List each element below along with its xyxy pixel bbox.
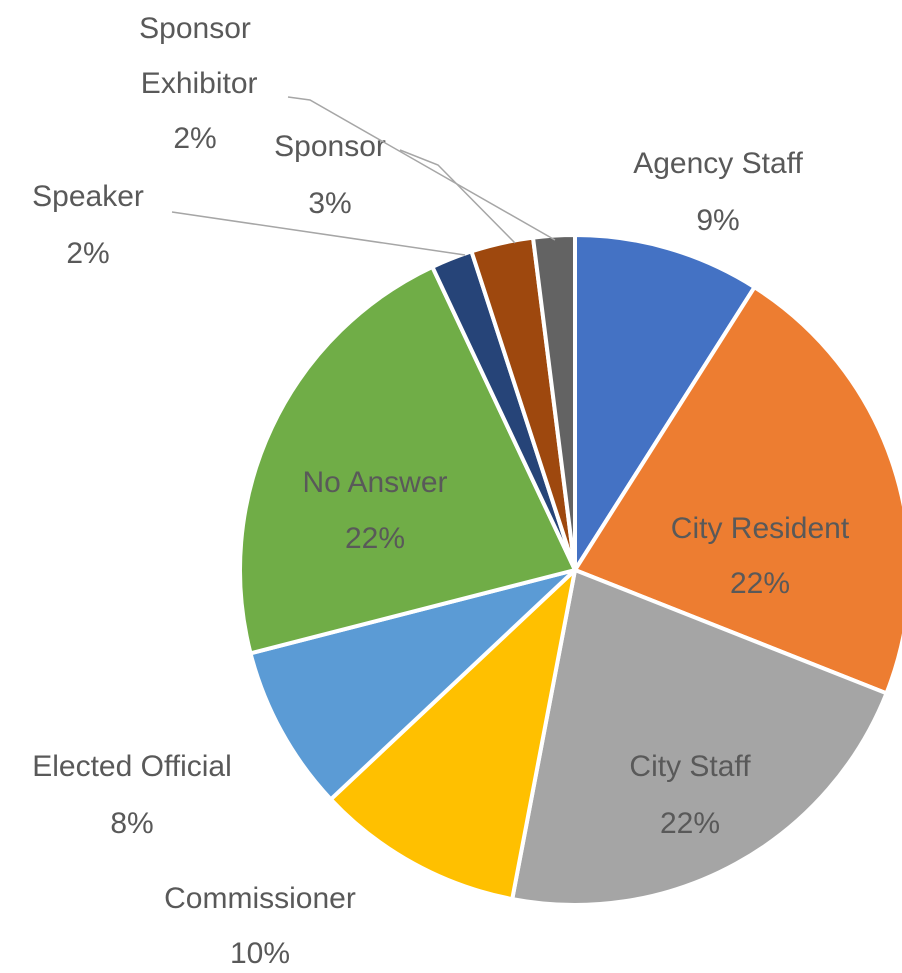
slice-percent: 22% (345, 522, 405, 555)
pie-slice (510, 568, 889, 907)
slice-label: Commissioner (164, 882, 356, 915)
pie-slice (328, 568, 577, 902)
slice-label: Elected Official (32, 750, 232, 783)
slice-percent: 3% (308, 187, 351, 220)
pie-slice (248, 568, 577, 802)
slice-label: Agency Staff (633, 147, 803, 180)
slice-percent: 2% (66, 237, 109, 270)
slice-label: City Staff (629, 750, 751, 783)
slice-percent: 2% (173, 122, 216, 155)
slice-percent: 8% (110, 807, 153, 840)
pie-slice (573, 233, 757, 572)
slice-percent: 22% (730, 567, 790, 600)
slice-label: No Answer (302, 466, 447, 499)
pie-slice (531, 233, 577, 572)
labels: Agency Staff 9% City Resident 22% City Staff… (32, 12, 850, 970)
leader-line (287, 96, 556, 241)
slice-percent: 10% (230, 937, 290, 970)
pie-slice (238, 264, 577, 656)
pie (238, 233, 902, 907)
slice-label: Sponsor (274, 130, 386, 163)
slice-label: Speaker (32, 180, 144, 213)
slice-label: Sponsor Exhibitor (132, 12, 257, 100)
leader-line (171, 211, 466, 256)
slice-percent: 9% (696, 204, 739, 237)
leader-line (399, 149, 516, 244)
pie-slice (573, 285, 902, 696)
slice-percent: 22% (660, 807, 720, 840)
slice-label: City Resident (671, 512, 850, 545)
